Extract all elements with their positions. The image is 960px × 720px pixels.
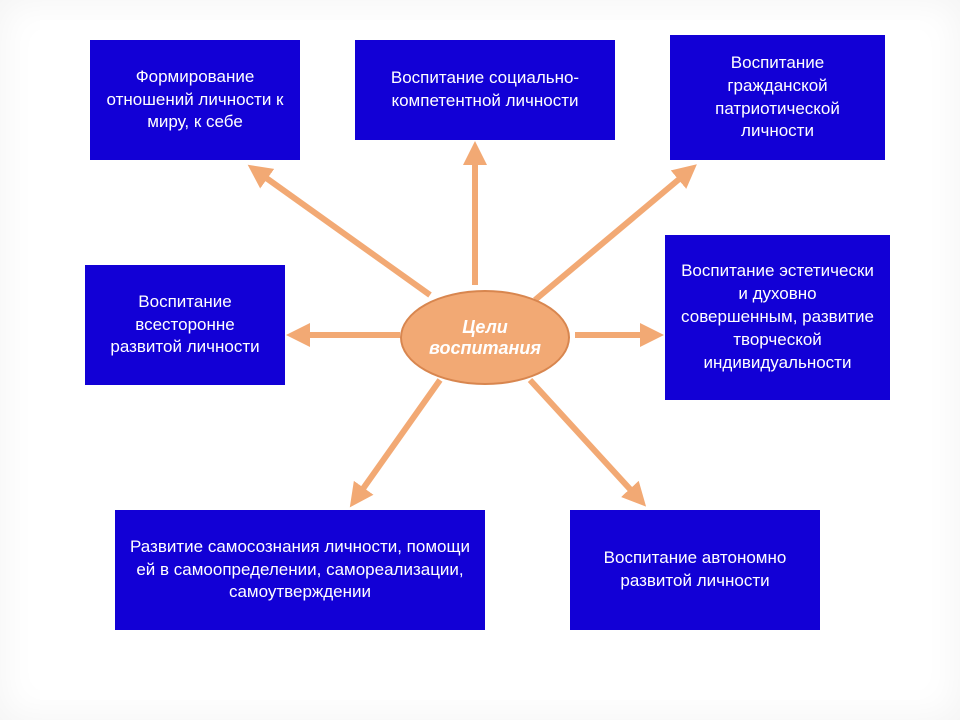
node-label: Воспитание всесторонне развитой личности (99, 291, 271, 360)
node-n1: Формирование отношений личности к миру, … (90, 40, 300, 160)
node-n5: Воспитание эстетически и духовно соверше… (665, 235, 890, 400)
node-label: Воспитание эстетически и духовно соверше… (679, 260, 876, 375)
node-label: Формирование отношений личности к миру, … (104, 66, 286, 135)
center-node: Цели воспитания (400, 290, 570, 385)
center-node-label: Цели воспитания (422, 317, 548, 359)
node-n7: Воспитание автономно развитой личности (570, 510, 820, 630)
node-n6: Развитие самосознания личности, помощи е… (115, 510, 485, 630)
node-label: Воспитание социально-компетентной личнос… (369, 67, 601, 113)
node-n3: Воспитание гражданской патриотической ли… (670, 35, 885, 160)
node-label: Воспитание автономно развитой личности (584, 547, 806, 593)
node-n4: Воспитание всесторонне развитой личности (85, 265, 285, 385)
node-label: Развитие самосознания личности, помощи е… (129, 536, 471, 605)
node-n2: Воспитание социально-компетентной личнос… (355, 40, 615, 140)
diagram-canvas: Цели воспитания Формирование отношений ли… (0, 0, 960, 720)
node-label: Воспитание гражданской патриотической ли… (684, 52, 871, 144)
